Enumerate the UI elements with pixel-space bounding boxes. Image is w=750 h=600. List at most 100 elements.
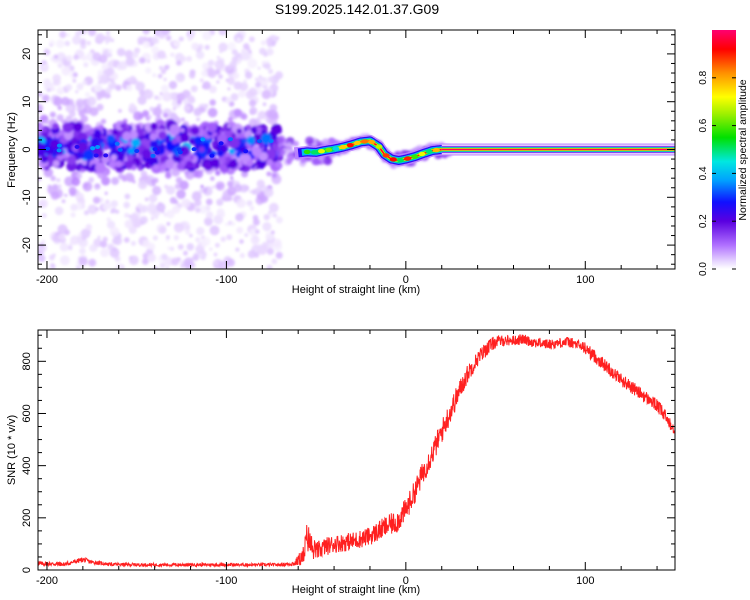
spectrogram-blob (49, 139, 60, 149)
spectrogram-blob (110, 154, 118, 161)
spectrogram-blob (43, 49, 51, 56)
spectrogram-blob (123, 237, 130, 243)
spectrogram-blob (244, 233, 249, 237)
spectrogram-blob (218, 30, 227, 36)
spectrogram-hotspot (256, 139, 262, 144)
spectrogram-blob (218, 42, 228, 52)
spectrogram-blob (260, 78, 269, 87)
spectrogram-blob (257, 66, 261, 70)
snr-panel: -200 -100 0 100 0 200 400 600 800 Height of stra… (6, 329, 676, 596)
spectrogram-blob (227, 77, 235, 85)
spectrogram-blob (56, 86, 65, 95)
spectrogram-blob (73, 54, 79, 60)
spectrogram-blob (103, 144, 109, 151)
spectrogram-blob (56, 114, 64, 122)
spectrogram-blob (264, 143, 269, 148)
spectrogram-blob (142, 40, 151, 49)
spectrogram-blob (216, 149, 224, 157)
spectrogram-blob (183, 257, 194, 268)
spectrogram-blob (149, 140, 159, 149)
spectrogram-blob (59, 31, 67, 39)
snr-y-tick-label: 600 (21, 404, 33, 422)
spectrogram-blob (42, 94, 50, 103)
spectrogram-y-label: Frequency (Hz) (6, 112, 18, 188)
spectrogram-blob (226, 258, 235, 267)
spectrogram-hotspot (154, 150, 160, 155)
spectrogram-hotspot (152, 147, 158, 152)
spectrogram-blob (193, 107, 202, 117)
spectrogram-blob (56, 39, 65, 48)
spectrogram-blob (189, 233, 193, 238)
spectrogram-blob (272, 213, 278, 218)
spectrogram-blob (172, 107, 176, 111)
spectrogram-blob (97, 235, 101, 239)
spectrogram-blob (75, 90, 79, 94)
spectrogram-blob (108, 161, 116, 169)
spectrogram-blob (187, 95, 195, 103)
spectrogram-blob (47, 88, 51, 92)
spectrogram-blob (194, 199, 202, 207)
spectrogram-blob (180, 133, 190, 143)
spectrogram-blob (266, 41, 273, 48)
snr-x-tick-label: -100 (215, 575, 237, 587)
spectrogram-blob (41, 213, 47, 218)
spectrogram-blob (240, 113, 248, 120)
spectrogram-blob (158, 226, 167, 234)
spectrogram-blob (82, 181, 93, 192)
spectrogram-blob (70, 137, 78, 145)
spectrogram-blob (218, 74, 223, 79)
spectrogram-hotspot (200, 137, 206, 142)
snr-series-line (38, 334, 675, 569)
spectrogram-blob (193, 135, 203, 145)
spectrogram-blob (270, 230, 275, 235)
spectrogram-blob (138, 57, 146, 64)
spectrogram-blob (300, 157, 306, 164)
spectrogram-blob (178, 36, 184, 42)
spectrogram-blob (49, 43, 53, 47)
spectrogram-blob (243, 79, 248, 84)
spectrogram-blob (111, 177, 120, 185)
spectrogram-blob (230, 176, 234, 180)
spectrogram-blob (249, 190, 253, 194)
spectrogram-y-tick-label: 20 (21, 48, 33, 60)
spectrogram-hotspot (411, 154, 419, 159)
colorbar-tick-label: 0.2 (698, 214, 709, 228)
spectrogram-blob (124, 212, 129, 218)
spectrogram-blob (268, 202, 279, 213)
spectrogram-blob (202, 30, 212, 41)
spectrogram-blob (214, 59, 225, 70)
spectrogram-blob (249, 228, 258, 237)
spectrogram-blob (63, 130, 74, 141)
spectrogram-blob (109, 247, 120, 258)
spectrogram-blob (180, 128, 185, 133)
spectrogram-blob (254, 187, 262, 195)
spectrogram-blob (263, 147, 268, 152)
spectrogram-blob (240, 51, 251, 61)
spectrogram-blob (50, 191, 60, 200)
spectrogram-blob (205, 211, 214, 219)
spectrogram-blob (84, 92, 91, 98)
spectrogram-blob (151, 36, 159, 44)
spectrogram-blob (54, 206, 64, 216)
spectrogram-blob (149, 106, 155, 112)
spectrogram-blob (165, 172, 172, 179)
spectrogram-blob (272, 238, 282, 248)
spectrogram-blob (61, 66, 71, 76)
spectrogram-blob (58, 233, 66, 241)
spectrogram-hotspot (346, 142, 354, 148)
spectrogram-blob (219, 50, 223, 54)
spectrogram-blob (60, 255, 70, 266)
spectrogram-blob (195, 117, 201, 122)
spectrogram-blob (128, 225, 137, 234)
spectrogram-blob (85, 224, 93, 231)
spectrogram-blob (248, 50, 252, 54)
spectrogram-blob (258, 75, 262, 79)
spectrogram-blob (78, 256, 88, 266)
spectrogram-blob (249, 107, 258, 115)
spectrogram-blob (71, 35, 82, 45)
spectrogram-blob (50, 99, 54, 103)
spectrogram-blob (81, 160, 87, 166)
spectrogram-blob (213, 252, 218, 257)
spectrogram-blob (73, 121, 84, 132)
